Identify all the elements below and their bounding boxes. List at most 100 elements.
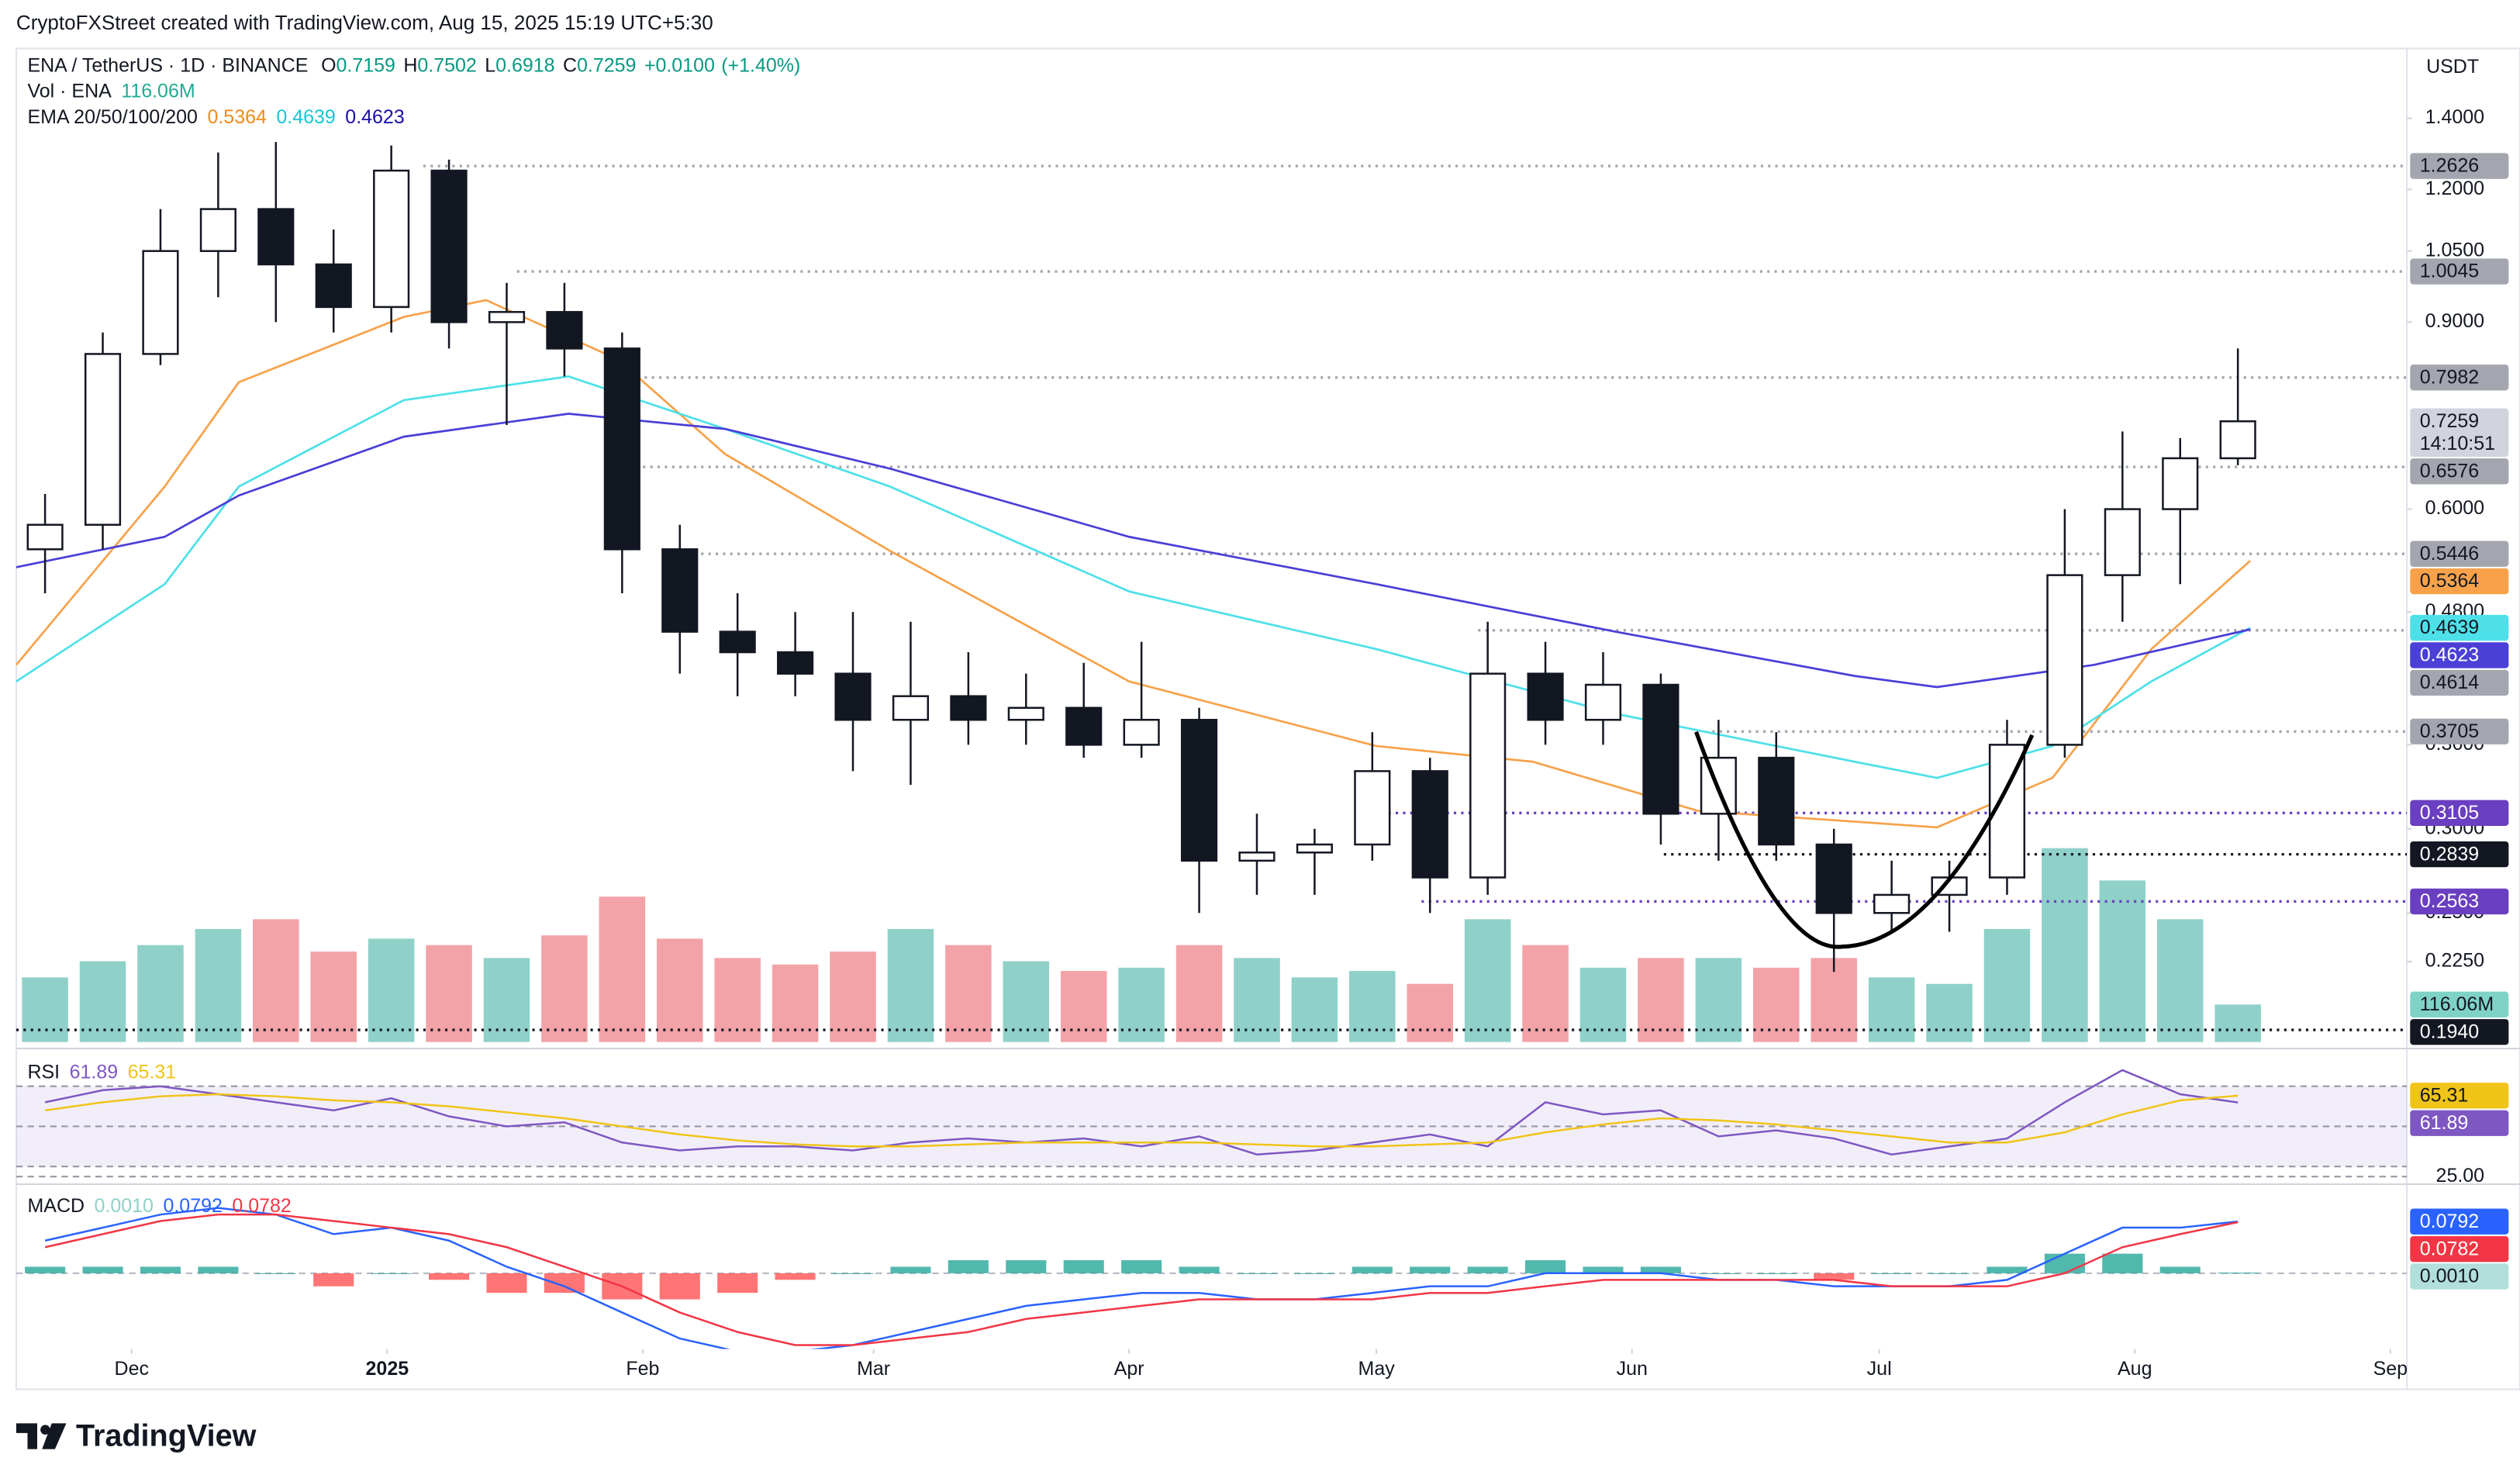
macd-line <box>44 1213 2239 1346</box>
macd-histogram-bar <box>1179 1266 1220 1273</box>
price-badge <box>2410 614 2509 641</box>
legend-item: O <box>321 54 336 76</box>
legend-item: 65.31 <box>128 1061 177 1083</box>
volume-bar <box>599 896 646 1042</box>
price-badge-label: 0.0010 <box>2420 1266 2479 1287</box>
price-badge-label: 0.4614 <box>2420 672 2480 693</box>
macd-layer <box>16 1207 2408 1349</box>
price-badge-label: 0.5364 <box>2420 570 2480 592</box>
macd-histogram-bar <box>1467 1266 1508 1273</box>
macd-histogram-bar <box>1871 1273 1912 1274</box>
candle-body <box>777 651 814 675</box>
candle-body <box>546 311 583 350</box>
volume-bar <box>1983 928 2031 1042</box>
volume-bar <box>1349 971 1396 1042</box>
legend-item: +0.0100 <box>644 54 715 76</box>
candle-body <box>199 208 236 252</box>
price-badge-label: 0.1940 <box>2420 1021 2479 1042</box>
volume-bar <box>945 945 992 1042</box>
price-badge-label: 0.0782 <box>2420 1238 2479 1259</box>
price-badge-label: 0.7982 <box>2420 366 2479 388</box>
legend-item: ENA / TetherUS · 1D · BINANCE <box>27 54 308 76</box>
macd-histogram-bar <box>371 1273 412 1274</box>
candle-body <box>430 169 468 323</box>
candle-body <box>2104 508 2141 576</box>
candle-body <box>257 208 295 266</box>
macd-histogram-bar <box>544 1273 585 1294</box>
macd-histogram-bar <box>82 1266 123 1273</box>
legend-item: 0.7159 <box>337 54 395 76</box>
volume-bar <box>368 938 415 1042</box>
legend-item: 116.06M <box>121 80 195 102</box>
candle-body <box>488 311 526 323</box>
legend-line: EMA 20/50/100/200 0.5364 0.4639 0.4623 <box>27 106 404 128</box>
rsi-layer <box>16 1069 2408 1178</box>
macd-histogram-bar <box>1063 1260 1104 1273</box>
price-badge-label: 1.2626 <box>2420 155 2479 177</box>
price-badge <box>2410 1208 2509 1235</box>
price-badge-label: 0.3705 <box>2420 720 2479 742</box>
candle-body <box>834 672 872 721</box>
price-badge <box>2410 841 2509 868</box>
price-badge <box>2410 1083 2509 1109</box>
price-badge-label: 0.2839 <box>2420 843 2479 865</box>
candle-body <box>1469 672 1507 879</box>
price-badge-label: 0.4639 <box>2420 617 2479 638</box>
brand-name: TradingView <box>76 1419 257 1453</box>
volume-bar <box>1118 967 1165 1042</box>
y-tick-label: 0.9000 <box>2425 310 2484 332</box>
volume-bar <box>310 952 357 1042</box>
candle-body <box>142 250 179 355</box>
legend-line: RSI 61.89 65.31 <box>27 1061 176 1083</box>
macd-histogram-bar <box>1987 1266 2028 1273</box>
legend-item: C <box>563 54 577 76</box>
volume-bar <box>1464 919 1511 1042</box>
x-tick-label: Feb <box>626 1358 659 1380</box>
currency-label: USDT <box>2426 56 2479 78</box>
macd-histogram-bar <box>2159 1266 2201 1273</box>
price-badge <box>2410 258 2509 285</box>
macd-histogram-bar <box>1583 1266 1624 1273</box>
volume-bar <box>195 928 242 1042</box>
candle-body <box>1527 672 1564 721</box>
macd-histogram-bar <box>2044 1253 2085 1273</box>
candle-body <box>1354 770 1391 846</box>
macd-histogram-bar <box>1640 1266 1681 1273</box>
candle-body <box>719 630 756 654</box>
price-badge <box>2410 541 2509 567</box>
macd-line <box>44 1207 2239 1349</box>
candle-body <box>26 523 64 551</box>
price-badge-label: 0.2563 <box>2420 890 2479 912</box>
x-tick-label: Mar <box>857 1358 890 1380</box>
legend-item: 0.7259 <box>577 54 636 76</box>
legend-item: 0.4639 <box>276 106 335 128</box>
x-tick-label: Apr <box>1114 1358 1144 1380</box>
x-tick-label: Dec <box>115 1358 149 1380</box>
candle-body <box>1238 851 1276 862</box>
volume-bar <box>1695 958 1742 1042</box>
volume-layer <box>22 848 2261 1042</box>
price-badge <box>2410 888 2509 915</box>
price-badge <box>2410 669 2509 696</box>
price-badge-label: 0.4623 <box>2420 644 2479 666</box>
legend-item: 0.0792 <box>163 1195 222 1217</box>
legend-item: 0.0010 <box>95 1195 154 1217</box>
price-badge <box>2410 800 2509 827</box>
candle-body <box>1180 718 1218 862</box>
macd-histogram-bar <box>429 1273 470 1280</box>
macd-histogram-bar <box>1121 1260 1162 1273</box>
macd-histogram-bar <box>1755 1273 1797 1274</box>
legend-item: H <box>403 54 417 76</box>
macd-histogram-bar <box>1698 1273 1739 1274</box>
macd-histogram-bar <box>1525 1260 1566 1273</box>
volume-bar <box>1926 983 1973 1042</box>
y-tick-label: 0.2250 <box>2425 950 2484 972</box>
volume-bar <box>1003 961 1050 1042</box>
legend-item: EMA 20/50/100/200 <box>27 106 197 128</box>
candle-body <box>1123 718 1160 746</box>
cup-pattern-annotation <box>1694 731 2035 949</box>
x-tick-label: Sep <box>2373 1358 2408 1380</box>
price-badge-label: 0.0792 <box>2420 1211 2479 1232</box>
